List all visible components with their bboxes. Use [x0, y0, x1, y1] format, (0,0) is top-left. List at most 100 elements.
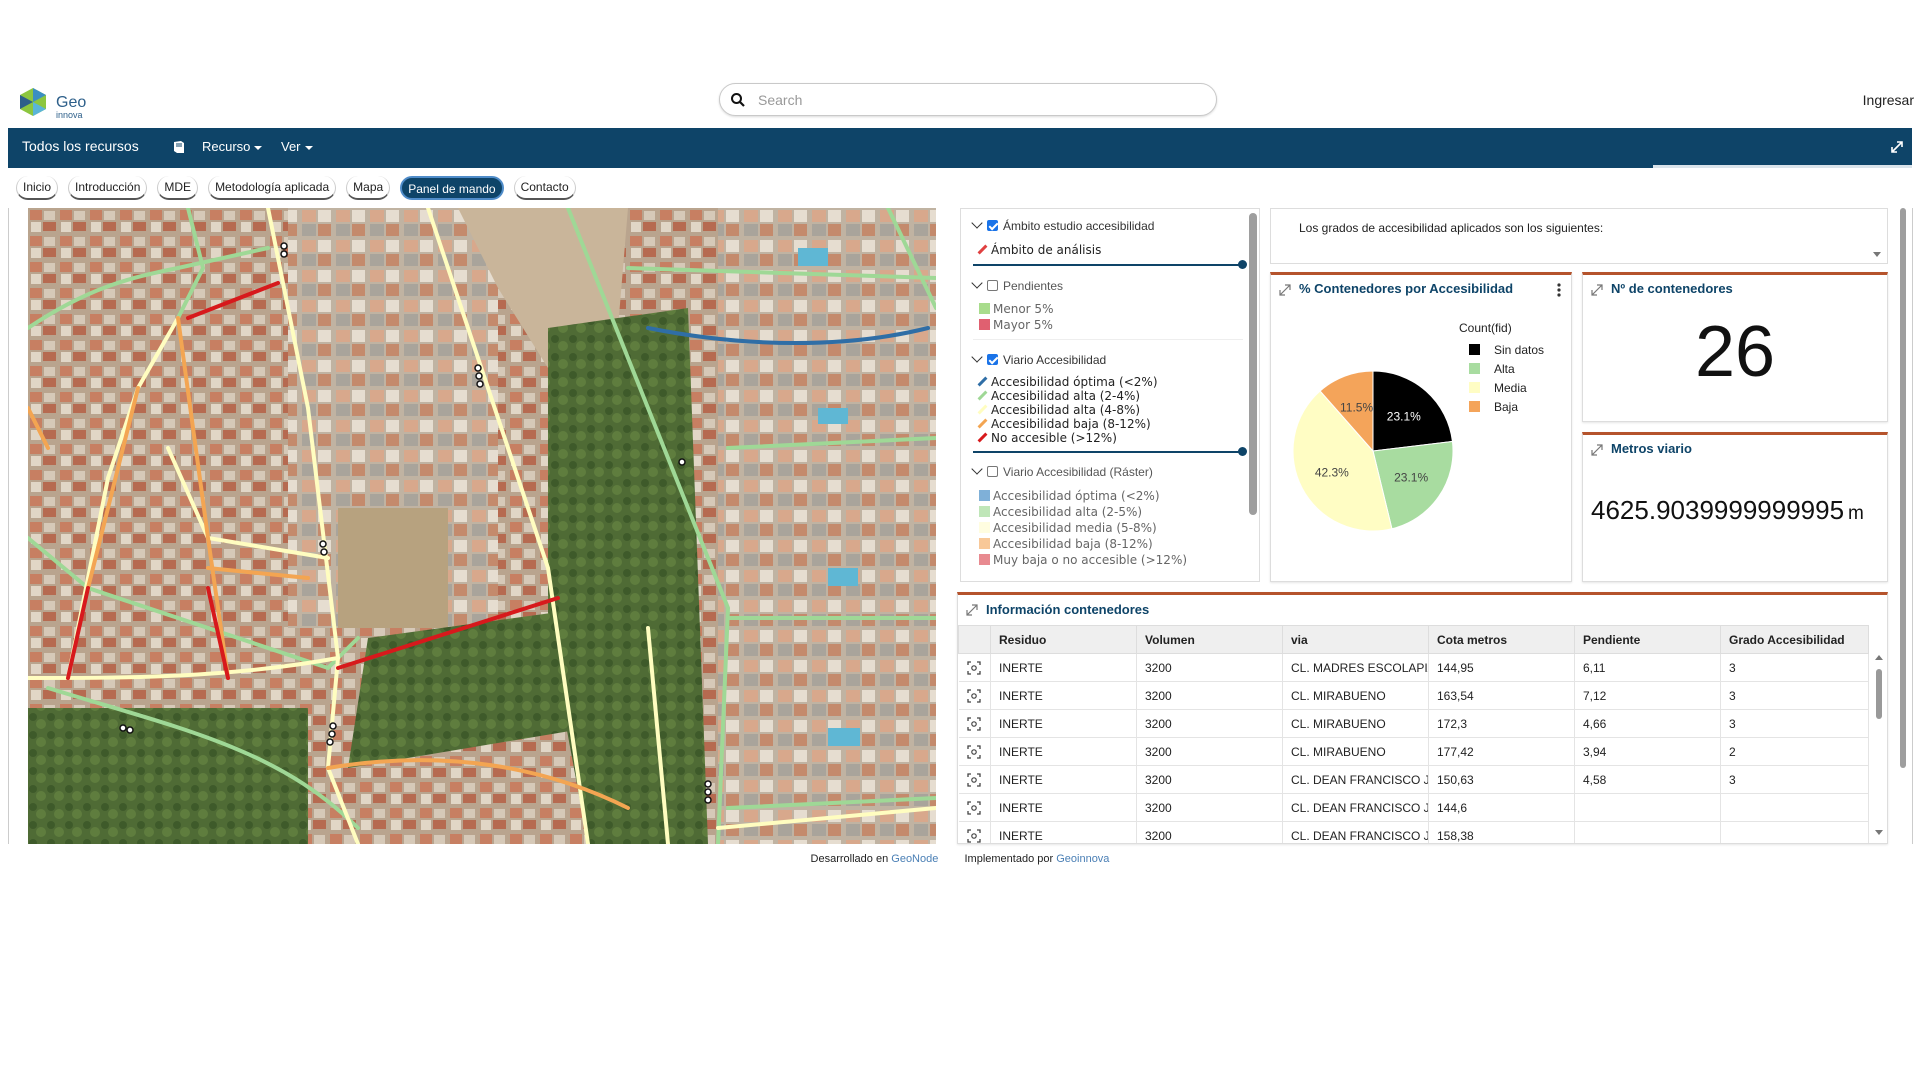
pie-legend-item[interactable]: Baja	[1469, 400, 1518, 414]
table-row[interactable]: INERTE 3200 CL. DEAN FRANCISCO J 158,38	[958, 821, 1869, 843]
zoom-to-cell[interactable]	[958, 709, 991, 738]
search-input[interactable]	[758, 90, 1198, 110]
tab-mapa[interactable]: Mapa	[346, 176, 391, 200]
scrollbar-thumb[interactable]	[1876, 669, 1882, 719]
column-header-cota[interactable]: Cota metros	[1428, 625, 1575, 654]
nav-menu-ver[interactable]: Ver	[281, 139, 313, 154]
checkbox-viario-raster[interactable]	[987, 466, 998, 477]
legend-group-ambito[interactable]: Ámbito estudio accesibilidad	[971, 217, 1154, 233]
search-icon[interactable]	[730, 92, 746, 108]
zoom-to-cell[interactable]	[958, 653, 991, 682]
tab-contacto[interactable]: Contacto	[513, 176, 576, 200]
scroll-up-icon[interactable]	[1875, 655, 1883, 660]
geoinnova-link[interactable]: Geoinnova	[1056, 853, 1110, 865]
legend-group-viario-raster[interactable]: Viario Accesibilidad (Ráster)	[971, 463, 1153, 479]
legend-scrollbar[interactable]	[1249, 213, 1257, 515]
fullscreen-icon[interactable]	[1890, 140, 1904, 154]
legend-item: Accesibilidad óptima (<2%)	[977, 375, 1158, 389]
pie-chart-title: % Contenedores por Accesibilidad	[1299, 281, 1514, 296]
table-row[interactable]: INERTE 3200 CL. MADRES ESCOLAPI/144,95 6,11…	[958, 653, 1869, 682]
zoom-to-feature-icon[interactable]	[966, 828, 981, 843]
login-link[interactable]: Ingresar	[1862, 92, 1914, 108]
layer-legend-panel[interactable]: Ámbito estudio accesibilidad Ámbito de a…	[960, 208, 1260, 582]
pie-slice-label: 42.3%	[1315, 465, 1349, 479]
pie-slice-baja[interactable]	[1319, 370, 1374, 453]
table-cell: 177,42	[1428, 737, 1575, 766]
zoom-to-feature-icon[interactable]	[966, 660, 981, 675]
zoom-to-feature-icon[interactable]	[966, 716, 981, 731]
zoom-to-feature-icon[interactable]	[966, 772, 981, 787]
column-header-residuo[interactable]: Residuo	[990, 625, 1137, 654]
zoom-to-cell[interactable]	[958, 765, 991, 794]
zoom-to-cell[interactable]	[958, 681, 991, 710]
checkbox-ambito[interactable]	[987, 220, 998, 231]
chevron-down-icon[interactable]	[971, 463, 983, 475]
dashboard-scrollbar[interactable]	[1898, 208, 1908, 768]
table-row[interactable]: INERTE 3200 CL. DEAN FRANCISCO J 150,63 4,58…	[958, 765, 1869, 794]
chevron-down-icon[interactable]	[971, 277, 983, 289]
expand-icon[interactable]	[1279, 284, 1291, 296]
checkbox-viario[interactable]	[987, 354, 998, 365]
tab-metodologia[interactable]: Metodología aplicada	[208, 176, 337, 200]
zoom-to-feature-icon[interactable]	[966, 744, 981, 759]
tab-inicio[interactable]: Inicio	[16, 176, 59, 200]
pie-legend-item[interactable]: Sin datos	[1469, 343, 1544, 357]
pie-slice-sin-datos[interactable]	[1372, 370, 1453, 452]
chevron-down-icon[interactable]	[971, 217, 983, 229]
chevron-down-icon[interactable]	[971, 351, 983, 363]
book-icon[interactable]	[172, 140, 186, 154]
nav-menu-recurso[interactable]: Recurso	[202, 139, 263, 154]
column-header-pendiente[interactable]: Pendiente	[1574, 625, 1721, 654]
table-row[interactable]: INERTE 3200 CL. DEAN FRANCISCO J 144,6	[958, 793, 1869, 822]
table-row[interactable]: INERTE 3200 CL. MIRABUENO 172,3 4,66 3	[958, 709, 1869, 738]
search-box[interactable]	[719, 83, 1217, 116]
expand-icon[interactable]	[1591, 444, 1603, 456]
tab-introduccion[interactable]: Introducción	[68, 176, 148, 200]
geonode-link[interactable]: GeoNode	[891, 853, 939, 865]
slider-handle[interactable]	[1238, 260, 1247, 269]
zoom-to-cell[interactable]	[958, 821, 991, 843]
checkbox-pendientes[interactable]	[987, 280, 998, 291]
color-swatch	[979, 319, 990, 330]
slider-handle[interactable]	[1238, 447, 1247, 456]
chevron-down-icon[interactable]	[1873, 252, 1881, 257]
pie-legend-item[interactable]: Alta	[1469, 362, 1515, 376]
pie-slice-alta[interactable]	[1372, 440, 1454, 530]
column-header-volumen[interactable]: Volumen	[1136, 625, 1283, 654]
legend-group-viario[interactable]: Viario Accesibilidad	[971, 351, 1106, 367]
legend-item: Muy baja o no accesible (>12%)	[979, 553, 1187, 567]
description-text: Los grados de accesibilidad aplicados so…	[1299, 221, 1604, 235]
table-row[interactable]: INERTE 3200 CL. MIRABUENO 177,42 3,94 2	[958, 737, 1869, 766]
zoom-to-cell[interactable]	[958, 737, 991, 766]
column-header-via[interactable]: via	[1282, 625, 1429, 654]
legend-group-pendientes[interactable]: Pendientes	[971, 277, 1063, 293]
nav-all-resources[interactable]: Todos los recursos	[22, 138, 139, 154]
pie-slice-media[interactable]	[1292, 390, 1393, 532]
tab-panel-de-mando[interactable]: Panel de mando	[400, 176, 504, 200]
expand-icon[interactable]	[1591, 284, 1603, 296]
scrollbar-thumb[interactable]	[1900, 208, 1906, 768]
pen-icon	[977, 432, 988, 443]
logo[interactable]: Geo innova	[16, 86, 96, 120]
table-cell	[1720, 821, 1869, 843]
expand-icon[interactable]	[966, 604, 978, 616]
legend-swatch	[1469, 382, 1480, 393]
pie-legend-item[interactable]: Media	[1469, 381, 1527, 395]
legend-item: Ámbito de análisis	[977, 243, 1101, 257]
color-swatch	[979, 303, 990, 314]
zoom-to-feature-icon[interactable]	[966, 688, 981, 703]
opacity-slider-ambito[interactable]	[973, 260, 1247, 269]
zoom-to-cell[interactable]	[958, 793, 991, 822]
legend-item-label: Accesibilidad baja (8-12%)	[991, 417, 1151, 431]
table-scrollbar[interactable]	[1875, 655, 1883, 835]
tab-mde[interactable]: MDE	[157, 176, 199, 200]
scroll-down-icon[interactable]	[1875, 830, 1883, 835]
pie-chart[interactable]: 23.1% 23.1% 42.3% 11.5%	[1283, 361, 1463, 541]
table-row[interactable]: INERTE 3200 CL. MIRABUENO 163,54 7,12 3	[958, 681, 1869, 710]
map-view[interactable]	[28, 208, 936, 844]
more-options-icon[interactable]	[1557, 283, 1561, 297]
zoom-to-feature-icon[interactable]	[966, 800, 981, 815]
column-header-grado[interactable]: Grado Accesibilidad	[1720, 625, 1869, 654]
opacity-slider-viario[interactable]	[973, 447, 1247, 456]
aerial-map-image[interactable]	[28, 208, 936, 844]
